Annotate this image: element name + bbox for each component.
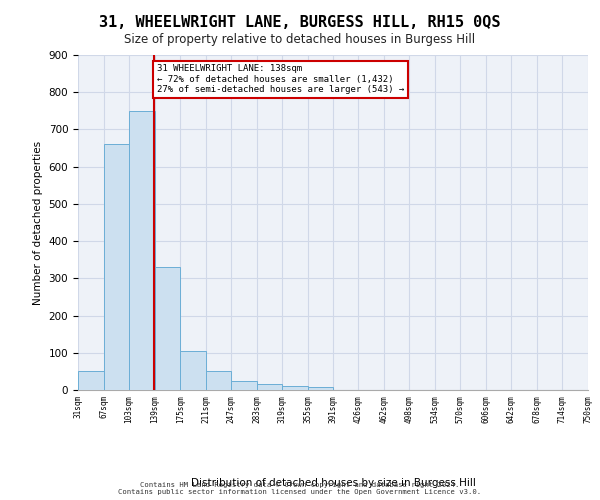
Text: 31, WHEELWRIGHT LANE, BURGESS HILL, RH15 0QS: 31, WHEELWRIGHT LANE, BURGESS HILL, RH15… (99, 15, 501, 30)
Bar (129, 111, 155, 390)
Text: 31 WHEELWRIGHT LANE: 138sqm
← 72% of detached houses are smaller (1,432)
27% of : 31 WHEELWRIGHT LANE: 138sqm ← 72% of det… (157, 64, 404, 94)
Bar (78, 372, 104, 390)
Bar (308, 387, 334, 390)
Bar (257, 384, 282, 390)
Bar (282, 386, 308, 390)
Text: Size of property relative to detached houses in Burgess Hill: Size of property relative to detached ho… (124, 32, 476, 46)
Bar (206, 370, 231, 390)
Bar (104, 144, 129, 390)
Bar (231, 380, 257, 390)
Y-axis label: Number of detached properties: Number of detached properties (33, 140, 43, 304)
Text: Contains HM Land Registry data © Crown copyright and database right 2024.
Contai: Contains HM Land Registry data © Crown c… (118, 482, 482, 495)
Bar (155, 267, 180, 390)
X-axis label: Distribution of detached houses by size in Burgess Hill: Distribution of detached houses by size … (191, 478, 475, 488)
Bar (180, 351, 206, 390)
